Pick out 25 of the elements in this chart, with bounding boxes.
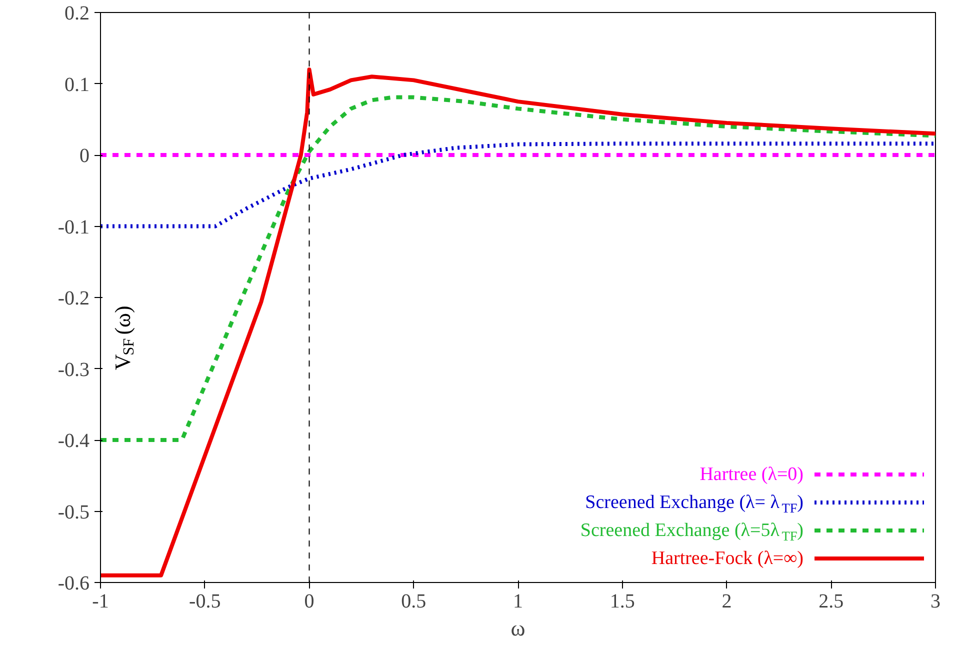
line-series xyxy=(100,68,936,578)
y-tick-label: -0.5 xyxy=(58,501,90,524)
x-tick-label: 0.5 xyxy=(401,590,426,612)
x-tick-label: -0.5 xyxy=(189,590,221,612)
y-axis-title: VSF(ω) xyxy=(110,306,138,370)
line-series xyxy=(100,95,936,442)
y-tick-label: -0.6 xyxy=(58,572,90,594)
y-tick-label: -0.2 xyxy=(58,288,90,310)
y-tick-label: -0.3 xyxy=(58,358,90,381)
y-tick-label: 0.2 xyxy=(64,2,90,24)
y-tick-label: 0.1 xyxy=(64,74,90,96)
x-tick-label: 1.5 xyxy=(610,590,635,612)
x-tick-label: 3 xyxy=(930,590,940,612)
x-tick-label: 1 xyxy=(513,590,523,612)
x-tick-label: 0 xyxy=(304,590,314,612)
y-tick-label: -0.1 xyxy=(58,216,90,238)
line-series xyxy=(100,142,936,228)
x-tick-label: 2 xyxy=(722,590,732,612)
text: Hartree-Fock (λ=∞) xyxy=(651,548,804,569)
y-tick-label: -0.4 xyxy=(58,430,90,452)
text: Hartree (λ=0) xyxy=(700,464,804,485)
y-tick-label: 0 xyxy=(80,145,90,167)
x-tick-label: -1 xyxy=(92,590,109,612)
x-tick-label: 2.5 xyxy=(818,590,844,612)
x-axis-title: ω xyxy=(510,616,526,640)
